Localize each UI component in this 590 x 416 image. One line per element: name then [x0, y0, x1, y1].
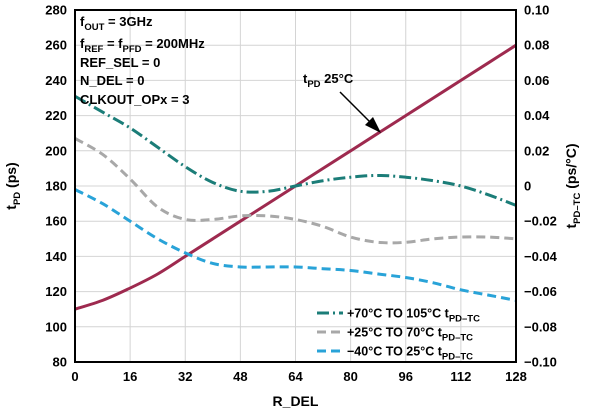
y-left-tick-labels: 80 100 120 140 160 180 200 220 240 260 280 [45, 3, 67, 370]
condition-fout: fOUT = 3GHz [80, 14, 153, 33]
tpd-annotation: tPD 25°C [303, 71, 381, 133]
y-left-tick-label: 80 [53, 355, 67, 370]
x-axis-label: R_DEL [273, 393, 319, 409]
y-left-tick-label: 200 [45, 143, 67, 158]
plot-area [74, 43, 517, 311]
legend-label: −40°C TO 25°C tPD–TC [347, 345, 473, 363]
legend-label: +70°C TO 105°C tPD–TC [347, 307, 480, 325]
y-left-tick-label: 160 [45, 214, 67, 229]
x-tick-label: 112 [450, 369, 471, 384]
x-tick-label: 128 [505, 369, 527, 384]
y-right-tick-label: −0.06 [524, 284, 557, 299]
x-tick-label: 80 [343, 369, 357, 384]
y-left-tick-label: 120 [45, 284, 67, 299]
y-left-tick-label: 280 [45, 3, 67, 18]
y-left-axis-label-main: t [3, 205, 19, 210]
plot-frame [74, 9, 517, 363]
grid [74, 9, 517, 363]
y-left-tick-label: 100 [45, 319, 67, 334]
x-tick-labels: 0 16 32 48 64 80 96 112 128 [71, 369, 526, 384]
y-right-tick-label: 0.10 [524, 3, 549, 18]
y-right-tick-label: 0.02 [524, 143, 549, 158]
y-right-tick-labels: −0.10 −0.08 −0.06 −0.04 −0.02 0 0.02 0.04 0.06 0.… [524, 3, 558, 370]
y-right-tick-label: 0.08 [524, 38, 549, 53]
legend-entry: +70°C TO 105°C tPD–TC [317, 307, 480, 325]
series-line-1 [74, 94, 517, 207]
x-tick-label: 0 [71, 369, 78, 384]
y-left-tick-label: 240 [45, 73, 67, 88]
y-right-axis-label-main: t [563, 223, 579, 228]
condition-ref-sel: REF_SEL = 0 [80, 55, 160, 70]
tpd-annotation-label: tPD 25°C [303, 71, 354, 90]
condition-n-del: N_DEL = 0 [80, 73, 144, 88]
series-line-2 [74, 137, 517, 245]
y-left-axis-label: tPD (ps) [3, 162, 23, 209]
legend: +70°C TO 105°C tPD–TC+25°C TO 70°C tPD–T… [317, 307, 480, 363]
y-right-tick-label: −0.02 [524, 214, 557, 229]
x-tick-label: 48 [233, 369, 247, 384]
condition-fref: fREF = fPFD = 200MHz [80, 36, 205, 55]
tpd-annotation-arrowhead [365, 117, 381, 133]
y-left-tick-label: 140 [45, 249, 67, 264]
legend-entry: −40°C TO 25°C tPD–TC [317, 345, 473, 363]
y-right-tick-label: −0.04 [524, 249, 558, 264]
y-right-axis-label: tPD–TC (ps/°C) [563, 144, 583, 229]
y-right-axis-label-sub: PD–TC [572, 193, 583, 224]
tpd-annotation-arrow-line [339, 91, 373, 125]
x-tick-label: 16 [123, 369, 137, 384]
y-right-tick-label: −0.10 [524, 355, 557, 370]
y-left-axis-label-unit: (ps) [3, 162, 19, 192]
y-right-tick-label: 0 [524, 179, 531, 194]
y-left-tick-label: 220 [45, 108, 67, 123]
legend-entry: +25°C TO 70°C tPD–TC [317, 326, 473, 344]
legend-label: +25°C TO 70°C tPD–TC [347, 326, 473, 344]
series-line-3 [74, 188, 517, 302]
condition-clkout: CLKOUT_OPx = 3 [80, 92, 189, 107]
x-tick-label: 64 [288, 369, 303, 384]
x-tick-label: 96 [399, 369, 413, 384]
y-left-axis-label-sub: PD [12, 192, 23, 205]
y-right-tick-label: 0.04 [524, 108, 550, 123]
y-right-axis-label-unit: (ps/°C) [563, 144, 579, 193]
conditions-block: fOUT = 3GHz fREF = fPFD = 200MHz REF_SEL… [80, 14, 205, 107]
x-tick-label: 32 [178, 369, 192, 384]
y-left-tick-label: 260 [45, 38, 67, 53]
y-right-tick-label: 0.06 [524, 73, 549, 88]
y-right-tick-label: −0.08 [524, 319, 557, 334]
y-left-tick-label: 180 [45, 179, 67, 194]
